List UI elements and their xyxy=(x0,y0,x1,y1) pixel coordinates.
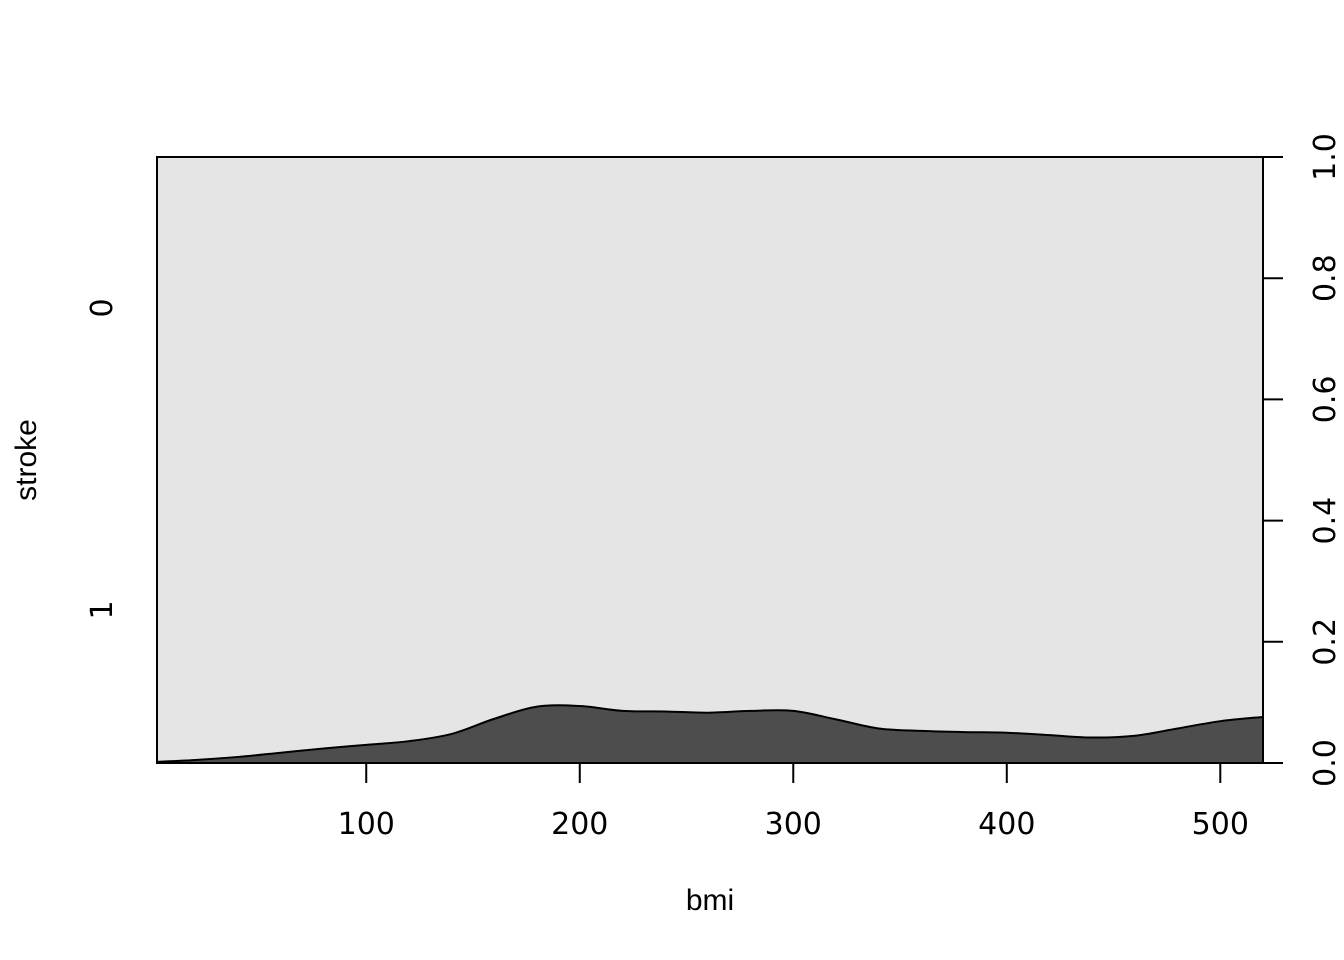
lower-area-stroke-1 xyxy=(156,704,1264,764)
x-axis-title: bmi xyxy=(686,884,734,917)
y-left-category-label: 1 xyxy=(85,600,120,619)
x-tick-label: 200 xyxy=(551,807,608,842)
y-right-tick-label: 0.0 xyxy=(1308,739,1343,787)
x-axis: 100 200 300 400 500 xyxy=(338,763,1249,842)
y-left-category-labels: 01 xyxy=(85,298,120,619)
y-right-axis: 0.0 0.2 0.4 0.6 0.8 1.0 xyxy=(1262,133,1343,787)
upper-area-stroke-0 xyxy=(157,157,1263,763)
y-right-tick-label: 0.6 xyxy=(1308,376,1343,424)
y-right-tick-label: 0.8 xyxy=(1308,254,1343,302)
y-right-tick-label: 1.0 xyxy=(1308,133,1343,181)
y-axis-title: stroke xyxy=(10,419,43,501)
x-tick-label: 100 xyxy=(338,807,395,842)
y-right-tick-label: 0.4 xyxy=(1308,497,1343,545)
x-tick-label: 500 xyxy=(1192,807,1249,842)
y-left-category-label: 0 xyxy=(85,298,120,317)
x-tick-label: 400 xyxy=(978,807,1035,842)
y-right-tick-label: 0.2 xyxy=(1308,618,1343,666)
x-tick-label: 300 xyxy=(765,807,822,842)
